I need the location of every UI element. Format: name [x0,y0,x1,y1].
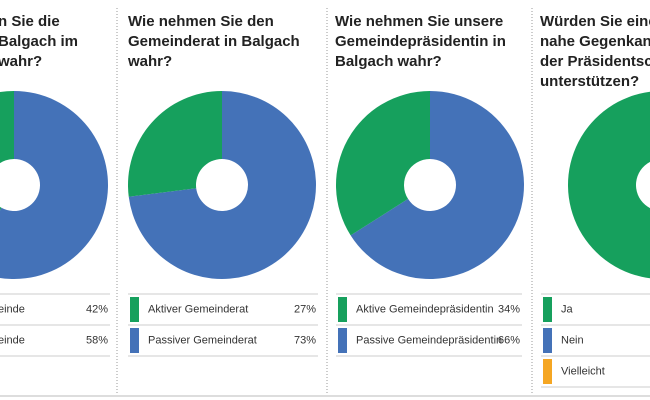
legend-label: einde [0,303,25,315]
legend-label: Passiver Gemeinderat [148,334,257,346]
chart-title: nahe Gegenkand [540,33,650,50]
donut-slice [336,91,430,236]
legend-label: Nein [561,334,584,346]
chart-title: Balgach wahr? [335,53,442,70]
donut-slice [0,91,108,279]
legend-swatch [338,328,347,353]
legend-value: 34% [498,303,520,315]
donut-slice [350,91,524,279]
legend-value: 42% [86,303,108,315]
legend-swatch [543,359,552,384]
legend-label: Ja [561,303,574,315]
chart-title: Balgach im [0,33,78,50]
chart-title: wahr? [0,53,42,70]
legend-swatch [543,328,552,353]
legend-label: Passive Gemeindepräsidentin [356,334,502,346]
chart-title: wahr? [127,53,172,70]
legend-value: 73% [294,334,316,346]
legend-label: einde [0,334,25,346]
legend-value: 58% [86,334,108,346]
donut-slice [127,90,222,197]
chart-title: Gemeinderat in Balgach [128,33,300,50]
donut-slice [568,91,650,279]
donut-slice [0,91,14,211]
legend-swatch [130,328,139,353]
legend-label: Aktiver Gemeinderat [148,303,248,315]
donut-slice [128,91,316,279]
legend-swatch [338,297,347,322]
chart-title: der Präsidentsch [540,53,650,70]
legend-value: 66% [498,334,520,346]
chart-title: Wie nehmen Sie den [128,13,274,30]
chart-title: n Sie die [0,13,60,30]
chart-title: Wie nehmen Sie unsere [335,13,503,30]
legend-swatch [130,297,139,322]
legend-swatch [543,297,552,322]
chart-title: unterstützen? [540,73,639,90]
chart-title: Würden Sie eine g [540,13,650,30]
legend-label: Vielleicht [561,365,605,377]
chart-title: Gemeindepräsidentin in [335,33,506,50]
legend-value: 27% [294,303,316,315]
legend-label: Aktive Gemeindepräsidentin [356,303,494,315]
